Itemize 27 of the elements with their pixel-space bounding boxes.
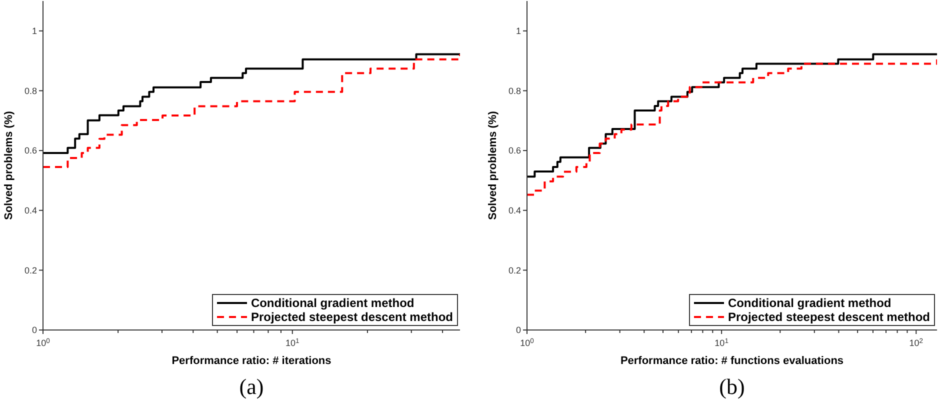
y-tick-label: 0.2 — [508, 265, 521, 276]
y-tick-label: 0.4 — [508, 206, 521, 216]
legend-label: Conditional gradient method — [728, 296, 892, 310]
y-axis-title: Solved problems (%) — [2, 110, 15, 220]
text: (a) — [238, 374, 265, 400]
y-tick-label: 0 — [516, 325, 521, 336]
legend-label: Conditional gradient method — [250, 296, 414, 310]
y-tick-label: 0.8 — [508, 86, 521, 96]
y-axis-title: Solved problems (%) — [486, 110, 499, 220]
legend-label: Projected steepest descent method — [250, 310, 453, 324]
y-tick-label: 0.8 — [24, 86, 37, 96]
x-tick-label: 10$^{1}$ — [285, 338, 300, 348]
y-tick-label: 0.2 — [24, 265, 37, 276]
x-axis-title: Performance ratio: # functions evaluations — [620, 355, 844, 367]
x-tick-label: 10$^{2}$ — [909, 338, 924, 348]
x-tick-label: 10$^{0}$ — [520, 338, 534, 348]
legend-label: Projected steepest descent method — [728, 310, 930, 324]
y-tick-label: 1 — [516, 26, 521, 36]
x-tick-label: 10$^{0}$ — [36, 338, 50, 348]
y-tick-label: 0.6 — [24, 146, 37, 156]
x-axis-title: Performance ratio: # iterations — [172, 355, 332, 367]
y-tick-label: 0.6 — [508, 146, 521, 156]
y-tick-label: 0 — [32, 325, 37, 336]
x-tick-label: 10$^{1}$ — [714, 338, 729, 348]
y-tick-label: 1 — [32, 26, 37, 36]
y-tick-label: 0.4 — [24, 206, 37, 216]
text: (b) — [718, 374, 746, 400]
